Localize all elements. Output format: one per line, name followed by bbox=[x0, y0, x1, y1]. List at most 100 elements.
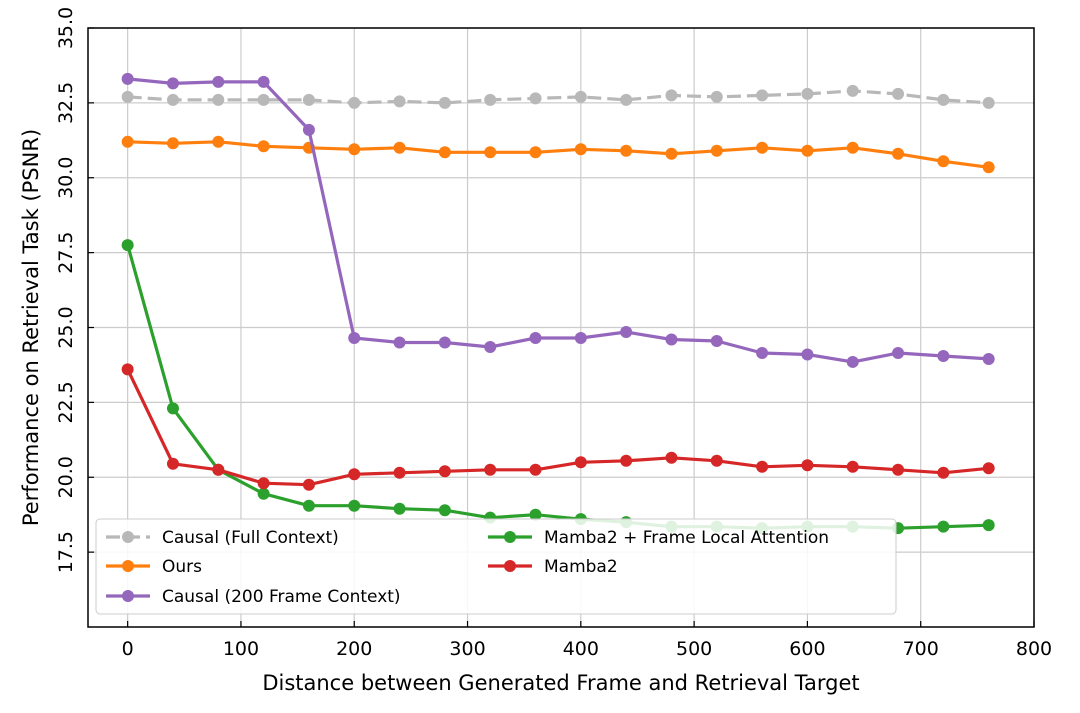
data-point bbox=[212, 93, 225, 106]
data-point bbox=[574, 331, 587, 344]
data-point bbox=[348, 468, 361, 481]
data-point bbox=[438, 504, 451, 517]
y-tick-label: 20.0 bbox=[55, 456, 77, 498]
series-mamba2-frame-local-attention bbox=[121, 239, 995, 535]
data-point bbox=[937, 349, 950, 362]
x-tick-label: 700 bbox=[903, 638, 939, 660]
x-tick-label: 0 bbox=[122, 638, 134, 660]
legend-swatch-marker bbox=[504, 531, 516, 543]
data-point bbox=[166, 93, 179, 106]
data-point bbox=[710, 454, 723, 467]
data-point bbox=[982, 519, 995, 532]
data-point bbox=[801, 459, 814, 472]
x-tick-label: 300 bbox=[449, 638, 485, 660]
data-point bbox=[665, 451, 678, 464]
data-point bbox=[302, 499, 315, 512]
x-tick-label: 800 bbox=[1016, 638, 1052, 660]
data-point bbox=[756, 460, 769, 473]
data-point bbox=[937, 93, 950, 106]
data-point bbox=[982, 462, 995, 475]
data-point bbox=[121, 363, 134, 376]
data-point bbox=[393, 95, 406, 108]
data-point bbox=[348, 143, 361, 156]
data-point bbox=[348, 499, 361, 512]
ticks: 0 100 200 300 400 500 600 700 800 17.5 20.0 22.5 25.… bbox=[55, 7, 1052, 660]
data-point bbox=[846, 355, 859, 368]
data-point bbox=[484, 93, 497, 106]
data-point bbox=[257, 140, 270, 153]
data-point bbox=[212, 463, 225, 476]
legend-label: Ours bbox=[162, 557, 202, 577]
x-tick-label: 600 bbox=[789, 638, 825, 660]
legend-label: Mamba2 bbox=[544, 557, 618, 577]
legend-item: Causal (200 Frame Context) bbox=[106, 587, 401, 607]
data-point bbox=[892, 463, 905, 476]
data-point bbox=[574, 456, 587, 469]
data-point bbox=[620, 325, 633, 338]
y-tick-label: 32.5 bbox=[55, 82, 77, 124]
data-point bbox=[620, 144, 633, 157]
data-point bbox=[438, 96, 451, 109]
data-point bbox=[121, 135, 134, 148]
x-axis-label: Distance between Generated Frame and Ret… bbox=[262, 671, 859, 695]
data-point bbox=[393, 336, 406, 349]
data-point bbox=[166, 77, 179, 90]
data-point bbox=[348, 96, 361, 109]
data-point bbox=[257, 93, 270, 106]
x-tick-label: 200 bbox=[336, 638, 372, 660]
data-point bbox=[846, 141, 859, 154]
x-tick-label: 400 bbox=[563, 638, 599, 660]
data-point bbox=[710, 144, 723, 157]
legend-label: Causal (Full Context) bbox=[162, 528, 339, 548]
data-point bbox=[620, 454, 633, 467]
legend-swatch-marker bbox=[122, 531, 134, 543]
series-ours bbox=[121, 135, 995, 174]
data-point bbox=[801, 87, 814, 100]
legend-item: Mamba2 bbox=[488, 557, 618, 577]
data-point bbox=[484, 463, 497, 476]
data-point bbox=[529, 331, 542, 344]
y-tick-label: 27.5 bbox=[55, 231, 77, 273]
series-line bbox=[126, 244, 989, 530]
data-point bbox=[166, 402, 179, 415]
data-point bbox=[438, 146, 451, 159]
data-point bbox=[529, 92, 542, 105]
y-tick-label: 30.0 bbox=[55, 157, 77, 199]
data-point bbox=[212, 135, 225, 148]
data-point bbox=[121, 72, 134, 85]
data-point bbox=[756, 89, 769, 102]
data-point bbox=[982, 96, 995, 109]
data-point bbox=[393, 141, 406, 154]
data-point bbox=[574, 143, 587, 156]
data-point bbox=[393, 466, 406, 479]
data-point bbox=[620, 93, 633, 106]
y-tick-label: 25.0 bbox=[55, 306, 77, 348]
series-mamba2 bbox=[121, 363, 995, 491]
data-point bbox=[302, 123, 315, 136]
legend-item: Mamba2 + Frame Local Attention bbox=[488, 528, 829, 548]
data-point bbox=[529, 463, 542, 476]
data-point bbox=[438, 336, 451, 349]
data-point bbox=[574, 90, 587, 103]
data-point bbox=[710, 90, 723, 103]
data-point bbox=[257, 487, 270, 500]
series-line bbox=[127, 77, 989, 364]
data-point bbox=[982, 352, 995, 365]
data-point bbox=[892, 87, 905, 100]
legend-swatch-marker bbox=[122, 590, 134, 602]
data-point bbox=[892, 346, 905, 359]
y-axis-label: Performance on Retrieval Task (PSNR) bbox=[19, 129, 43, 526]
data-point bbox=[937, 520, 950, 533]
data-point bbox=[665, 89, 678, 102]
data-point bbox=[438, 465, 451, 478]
data-point bbox=[529, 146, 542, 159]
data-point bbox=[937, 155, 950, 168]
legend-label: Mamba2 + Frame Local Attention bbox=[544, 528, 829, 548]
legend-item: Ours bbox=[106, 557, 202, 577]
data-point bbox=[801, 144, 814, 157]
legend-label: Causal (200 Frame Context) bbox=[162, 587, 401, 607]
y-tick-label: 17.5 bbox=[55, 531, 77, 573]
data-point bbox=[529, 508, 542, 521]
data-point bbox=[121, 239, 134, 252]
